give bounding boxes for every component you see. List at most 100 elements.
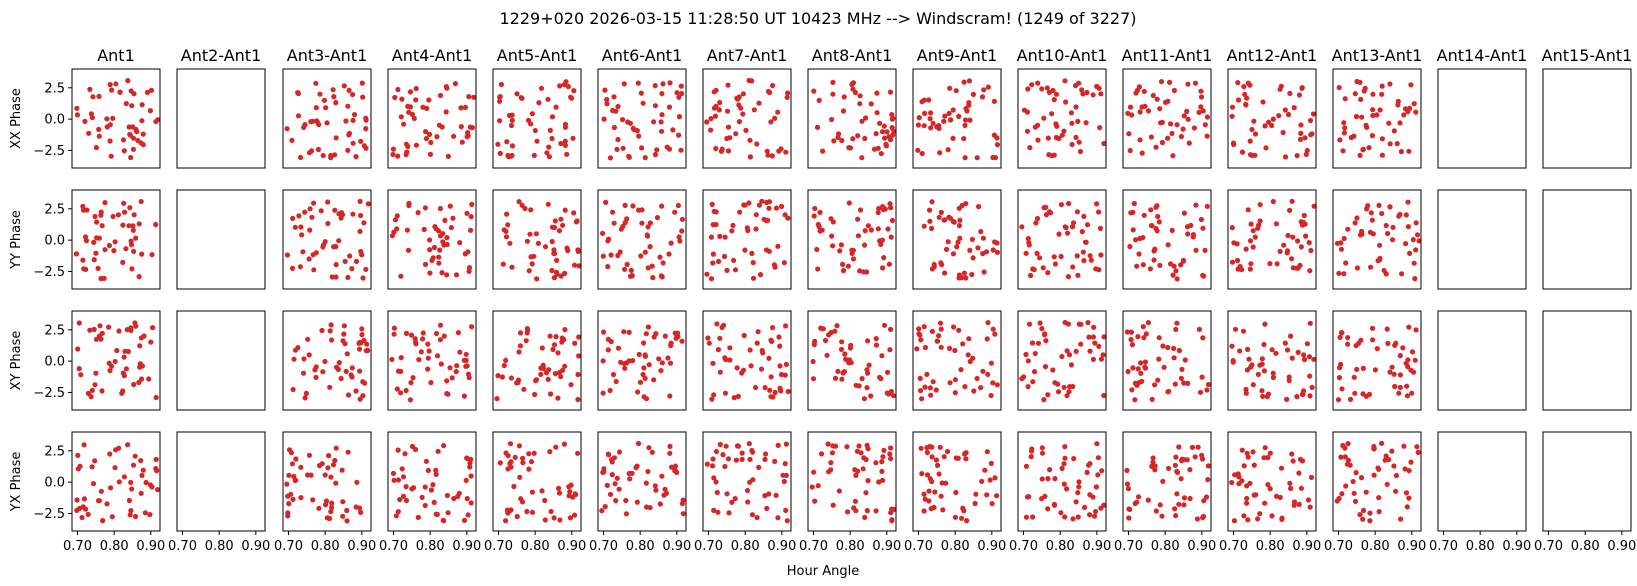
data-point	[326, 453, 332, 459]
data-point	[1056, 231, 1062, 237]
data-point	[1182, 357, 1188, 363]
data-point	[1150, 455, 1156, 461]
data-point	[1336, 375, 1342, 381]
data-point	[1173, 513, 1179, 519]
data-point	[984, 492, 990, 498]
data-point	[1282, 154, 1289, 160]
data-point	[1165, 135, 1171, 141]
data-point	[668, 340, 674, 346]
data-point	[1270, 198, 1276, 205]
data-point	[1342, 454, 1348, 460]
data-point	[1076, 484, 1082, 490]
data-point	[832, 328, 838, 334]
data-point	[1289, 451, 1295, 457]
data-point	[1343, 260, 1349, 266]
data-point	[449, 375, 455, 381]
data-point	[301, 124, 307, 130]
data-point	[1198, 216, 1204, 223]
data-point	[516, 349, 522, 355]
data-point	[1311, 356, 1317, 362]
data-point	[652, 483, 658, 489]
data-point	[927, 116, 933, 122]
data-point	[526, 451, 532, 457]
data-point	[1391, 463, 1397, 469]
data-point	[1090, 92, 1096, 98]
data-point	[857, 93, 863, 99]
column-title: Ant9-Ant1	[917, 46, 998, 65]
data-point	[358, 248, 364, 255]
data-point	[506, 112, 513, 119]
data-point	[929, 199, 935, 205]
data-point	[762, 385, 768, 391]
data-point	[927, 218, 933, 224]
data-point	[680, 511, 686, 517]
data-point	[531, 450, 537, 456]
data-point	[1354, 265, 1360, 271]
data-point	[504, 507, 510, 513]
data-point	[1171, 87, 1177, 94]
data-point	[1352, 91, 1358, 97]
data-point	[845, 263, 852, 269]
subplot-panel	[492, 68, 582, 169]
x-tick-label: 0.80	[836, 539, 865, 554]
data-point	[1076, 479, 1082, 485]
data-point	[747, 137, 753, 143]
x-tick-label: 0.70	[168, 539, 197, 554]
data-point	[1050, 367, 1056, 373]
data-point	[344, 351, 350, 357]
data-point	[1129, 112, 1135, 118]
data-point	[1265, 482, 1271, 488]
data-point	[642, 353, 649, 359]
data-point	[1277, 86, 1283, 92]
subplot-panel	[1332, 68, 1422, 169]
data-point	[1054, 123, 1060, 129]
subplot-panel: 0.70 0.80 0.90	[379, 431, 481, 554]
data-point	[461, 393, 467, 399]
data-point	[722, 463, 728, 470]
data-point	[107, 368, 113, 374]
data-point	[132, 453, 138, 459]
data-point	[853, 382, 859, 388]
data-point	[564, 151, 570, 157]
data-point	[1277, 248, 1283, 254]
data-point	[1061, 481, 1067, 487]
data-point	[1370, 337, 1376, 343]
axes-frame	[176, 431, 266, 532]
data-point	[529, 111, 536, 117]
data-point	[121, 373, 127, 379]
data-point	[919, 99, 925, 105]
data-point	[620, 145, 626, 151]
data-point	[1395, 98, 1401, 104]
data-point	[407, 104, 414, 110]
x-tick-label: 0.70	[1324, 539, 1353, 554]
data-point	[551, 275, 558, 281]
data-point	[1398, 149, 1404, 155]
x-tick-label: 0.90	[347, 539, 376, 554]
data-point	[1070, 220, 1077, 226]
data-point	[1269, 513, 1275, 519]
data-point	[1086, 462, 1092, 468]
data-point	[1301, 352, 1307, 358]
data-point	[547, 449, 553, 455]
data-point	[359, 332, 365, 338]
data-point	[994, 493, 1000, 499]
data-point	[1126, 131, 1132, 137]
data-point	[517, 474, 523, 480]
subplot-panel: 0.70 0.80 0.90	[589, 431, 691, 554]
data-point	[572, 512, 578, 518]
data-point	[1181, 380, 1187, 386]
data-point	[1308, 247, 1314, 254]
data-point	[1130, 227, 1136, 233]
data-point	[341, 331, 347, 337]
data-point	[1342, 96, 1348, 102]
data-point	[970, 255, 976, 261]
data-point	[855, 233, 862, 239]
data-point	[524, 238, 531, 244]
data-point	[1414, 232, 1421, 238]
x-tick-label: 0.80	[1256, 539, 1285, 554]
data-point	[324, 120, 330, 126]
data-point	[1165, 344, 1171, 351]
data-point	[746, 441, 752, 447]
data-point	[1126, 515, 1132, 521]
data-point	[1273, 350, 1279, 356]
